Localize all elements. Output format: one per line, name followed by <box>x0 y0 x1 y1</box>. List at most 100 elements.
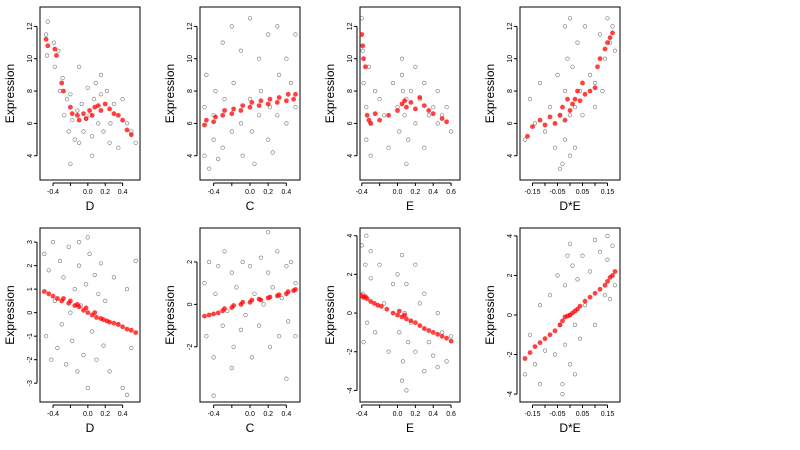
fitted-point <box>396 308 402 314</box>
observed-point <box>390 80 396 86</box>
observed-point <box>55 345 60 351</box>
observed-point <box>435 88 440 94</box>
plot-frame <box>39 6 141 181</box>
fitted-point <box>577 98 583 104</box>
observed-point <box>213 88 218 94</box>
observed-point <box>43 334 49 339</box>
fitted-point <box>231 106 237 112</box>
fitted-point <box>368 299 374 304</box>
x-tick-label: 0.4 <box>118 189 128 196</box>
fitted-point <box>395 108 400 113</box>
y-tick-label: 12 <box>187 22 194 30</box>
fitted-point <box>592 85 598 91</box>
observed-point <box>537 382 543 387</box>
x-tick-label: -0.4 <box>356 189 368 196</box>
y-tick-label: 4 <box>27 154 34 158</box>
fitted-point <box>54 53 59 58</box>
observed-point <box>92 272 97 278</box>
y-tick-label: 3 <box>27 240 34 244</box>
y-tick-label: -4 <box>347 387 354 393</box>
fitted-point <box>572 96 578 102</box>
x-tick-label: 0.0 <box>393 189 403 196</box>
observed-point <box>81 129 86 134</box>
observed-point <box>592 237 598 242</box>
observed-point <box>532 362 538 367</box>
fitted-point <box>547 114 553 120</box>
observed-point <box>567 153 573 158</box>
fitted-point <box>592 290 598 296</box>
observed-point <box>293 334 298 339</box>
observed-point <box>266 32 271 37</box>
y-tick-label: 10 <box>187 55 194 63</box>
fitted-point <box>602 46 608 52</box>
fitted-point <box>404 316 409 322</box>
fitted-point <box>222 108 227 113</box>
fitted-point <box>61 296 66 301</box>
observed-point <box>91 97 96 102</box>
y-axis-label: Expression <box>3 64 17 123</box>
observed-point <box>275 249 280 254</box>
y-tick-label: 4 <box>347 234 354 238</box>
observed-point <box>284 264 289 269</box>
y-tick-label: 2 <box>187 260 194 264</box>
x-tick-label: 0.4 <box>428 189 438 196</box>
observed-point <box>605 16 610 21</box>
fitted-point <box>115 322 121 327</box>
y-tick-label: -2 <box>27 356 34 362</box>
x-tick-label: 0.0 <box>393 411 403 418</box>
y-tick-label: -2 <box>187 344 194 350</box>
observed-point <box>96 291 101 296</box>
observed-point <box>220 40 225 45</box>
observed-point <box>85 85 90 90</box>
observed-point <box>431 105 436 110</box>
x-tick-label: 0.2 <box>263 411 273 418</box>
y-tick-label: 2 <box>27 264 34 268</box>
x-tick-label: 0.0 <box>83 411 93 418</box>
observed-point <box>397 129 402 134</box>
observed-point <box>382 113 387 118</box>
fitted-point <box>293 91 298 97</box>
observed-point <box>288 259 294 265</box>
observed-point <box>577 336 583 341</box>
x-tick-label: 0.15 <box>601 189 615 196</box>
fitted-point <box>267 294 273 300</box>
observed-point <box>426 340 431 345</box>
y-tick-label: 2 <box>507 273 514 277</box>
observed-point <box>61 275 66 280</box>
fitted-point <box>215 310 221 316</box>
x-tick-label: 0.2 <box>263 189 273 196</box>
x-tick-label: 0.2 <box>100 189 110 196</box>
fitted-point <box>363 64 368 70</box>
observed-point <box>542 348 548 353</box>
observed-point <box>50 240 56 245</box>
fitted-point <box>258 98 264 104</box>
y-tick-label: 8 <box>507 89 514 93</box>
observed-point <box>43 32 49 37</box>
fitted-point <box>285 289 291 295</box>
x-tick-label: 0.2 <box>100 411 110 418</box>
observed-point <box>555 273 560 278</box>
observed-point <box>582 24 588 29</box>
x-tick-label: 0.6 <box>446 189 456 196</box>
observed-point <box>562 88 568 94</box>
fitted-point <box>522 356 528 361</box>
fitted-point <box>68 104 73 110</box>
observed-point <box>562 137 568 142</box>
x-axis-label: E <box>406 421 414 435</box>
observed-point <box>249 355 254 360</box>
observed-point <box>422 80 427 86</box>
fitted-point <box>120 117 125 123</box>
observed-point <box>562 24 568 29</box>
observed-point <box>560 392 565 397</box>
observed-point <box>406 137 411 142</box>
observed-point <box>592 322 598 328</box>
observed-point <box>404 388 409 393</box>
observed-point <box>377 97 382 102</box>
observed-point <box>406 340 411 345</box>
observed-point <box>570 263 575 268</box>
observed-point <box>75 108 80 113</box>
fitted-point <box>133 330 139 335</box>
fitted-point <box>202 122 207 128</box>
observed-point <box>537 303 543 308</box>
